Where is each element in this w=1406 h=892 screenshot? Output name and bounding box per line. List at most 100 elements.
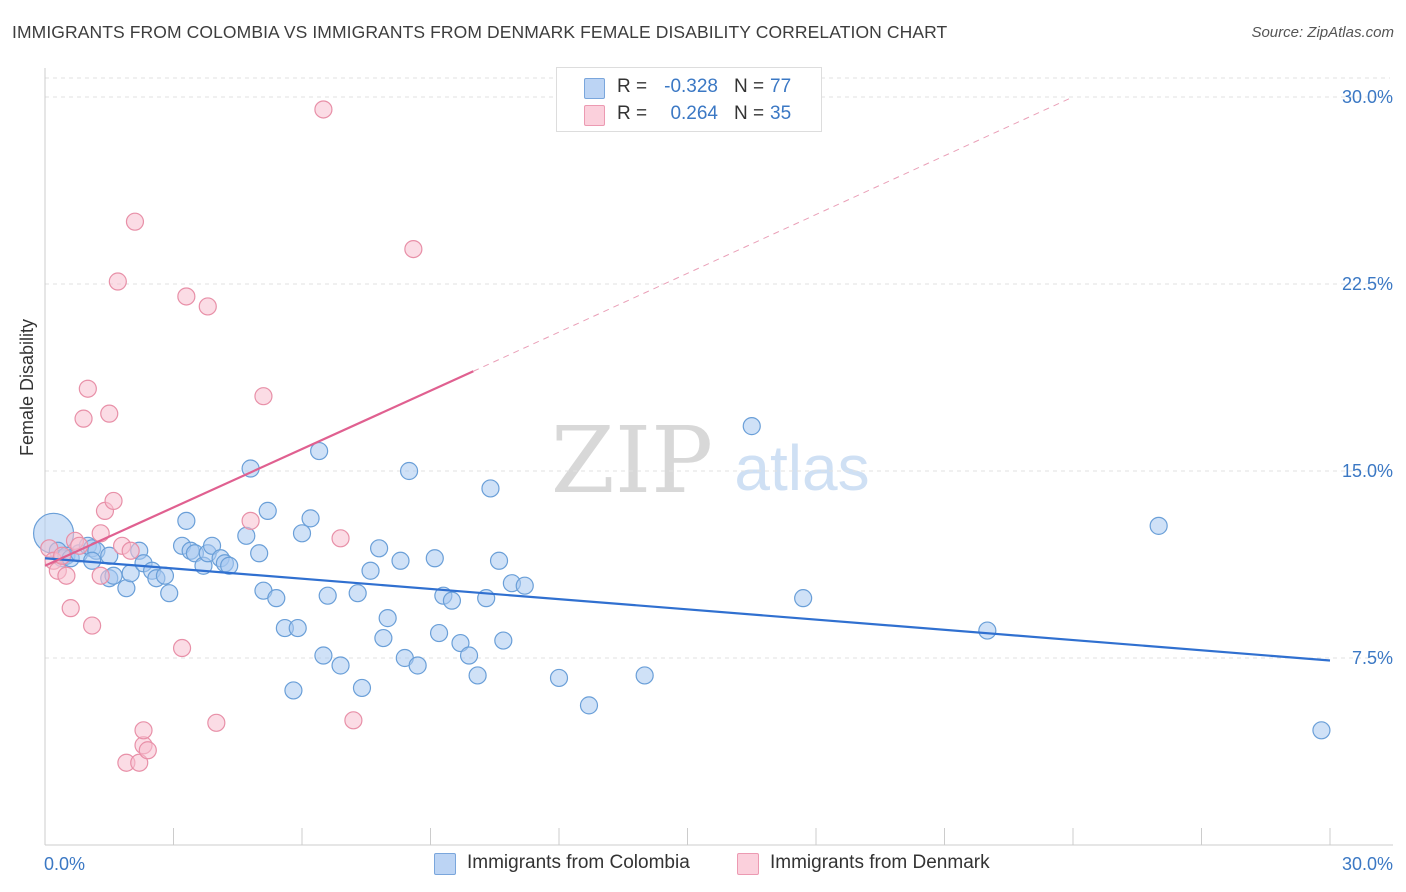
denmark-point	[314, 100, 333, 119]
x-tick-label: 30.0%	[1342, 854, 1393, 874]
y-tick-label: 30.0%	[1342, 87, 1393, 107]
n-value: 35	[770, 103, 792, 124]
denmark-legend-swatch	[737, 853, 759, 875]
colombia-point	[468, 666, 487, 685]
denmark-point	[108, 272, 127, 291]
colombia-swatch	[584, 78, 605, 99]
denmark-point	[207, 713, 226, 732]
denmark-point	[134, 721, 153, 740]
denmark-point	[130, 753, 149, 772]
y-axis-label: Female Disability	[17, 318, 37, 456]
denmark-point	[104, 491, 123, 511]
colombia-point	[429, 623, 449, 643]
colombia-legend-swatch	[434, 853, 456, 875]
colombia-point	[515, 576, 534, 595]
r-label: R =	[617, 103, 648, 124]
watermark-zip: ZIP	[551, 407, 713, 514]
colombia-point	[408, 656, 427, 675]
denmark-point	[138, 741, 157, 760]
denmark-point	[254, 387, 273, 406]
colombia-point	[378, 609, 397, 628]
colombia-point	[177, 511, 196, 530]
y-tick-label: 22.5%	[1342, 274, 1393, 294]
colombia-point	[250, 544, 269, 563]
denmark-point	[177, 287, 196, 306]
r-value: -0.328	[664, 76, 718, 97]
colombia-point	[635, 666, 654, 685]
denmark-point	[172, 638, 192, 658]
correlation-legend: R = -0.328 N = 77 R = 0.264 N = 35	[556, 67, 822, 132]
colombia-point	[220, 556, 239, 575]
colombia-point	[481, 479, 500, 498]
colombia-point	[1312, 721, 1331, 740]
colombia-legend-label: Immigrants from Colombia	[467, 852, 690, 873]
denmark-legend-label: Immigrants from Denmark	[770, 852, 990, 873]
source-label: Source: ZipAtlas.com	[1251, 24, 1394, 41]
denmark-point	[198, 297, 217, 316]
colombia-point	[348, 584, 367, 603]
colombia-point	[237, 526, 256, 545]
colombia-point	[742, 417, 761, 436]
n-label: N =	[734, 103, 765, 124]
watermark-atlas: atlas	[734, 432, 869, 504]
r-value: 0.264	[670, 103, 718, 124]
denmark-trendline-extension	[473, 96, 1074, 372]
colombia-point	[267, 589, 286, 608]
colombia-point	[318, 586, 337, 605]
colombia-point	[314, 646, 333, 665]
denmark-trendline	[44, 370, 474, 567]
n-value: 77	[770, 76, 792, 97]
chart-title: IMMIGRANTS FROM COLOMBIA VS IMMIGRANTS F…	[12, 22, 948, 42]
colombia-point	[352, 678, 372, 698]
colombia-point	[425, 549, 444, 568]
denmark-point	[74, 409, 93, 428]
denmark-point	[331, 529, 350, 548]
denmark-point	[404, 239, 423, 259]
colombia-point	[288, 618, 307, 638]
n-label: N =	[734, 76, 765, 97]
colombia-point	[117, 579, 136, 598]
colombia-point	[1149, 516, 1168, 535]
colombia-point	[978, 621, 997, 640]
colombia-point	[451, 633, 470, 653]
colombia-point	[579, 696, 599, 715]
denmark-point	[83, 616, 102, 635]
colombia-point	[301, 509, 320, 528]
denmark-point	[57, 566, 76, 585]
colombia-point	[202, 536, 222, 555]
denmark-point	[100, 404, 119, 423]
r-label: R =	[617, 76, 648, 97]
colombia-point	[794, 589, 813, 608]
colombia-point	[391, 551, 410, 570]
colombia-point	[442, 591, 462, 610]
legend-row-denmark: R = 0.264 N = 35	[557, 100, 821, 128]
colombia-trendline	[44, 557, 1331, 662]
colombia-point	[361, 561, 380, 580]
denmark-swatch	[584, 105, 605, 126]
denmark-point	[121, 541, 140, 560]
colombia-point	[399, 461, 419, 481]
colombia-point	[284, 681, 303, 700]
colombia-point	[494, 631, 513, 650]
colombia-point	[370, 539, 389, 558]
legend-row-colombia: R = -0.328 N = 77	[557, 73, 821, 101]
colombia-point	[489, 551, 509, 570]
colombia-point	[374, 628, 393, 648]
denmark-point	[91, 566, 110, 585]
colombia-point	[331, 656, 350, 675]
colombia-point	[459, 646, 479, 665]
colombia-point	[310, 441, 329, 461]
y-tick-label: 7.5%	[1352, 648, 1393, 668]
denmark-point	[125, 212, 145, 231]
x-tick-label: 0.0%	[44, 854, 85, 874]
denmark-point	[344, 711, 363, 730]
denmark-point	[61, 599, 80, 618]
colombia-point	[258, 501, 277, 520]
denmark-point	[241, 511, 260, 530]
colombia-point	[549, 668, 569, 688]
colombia-point	[160, 584, 179, 603]
denmark-point	[78, 379, 97, 398]
y-tick-label: 15.0%	[1342, 461, 1393, 481]
colombia-point	[155, 566, 175, 585]
